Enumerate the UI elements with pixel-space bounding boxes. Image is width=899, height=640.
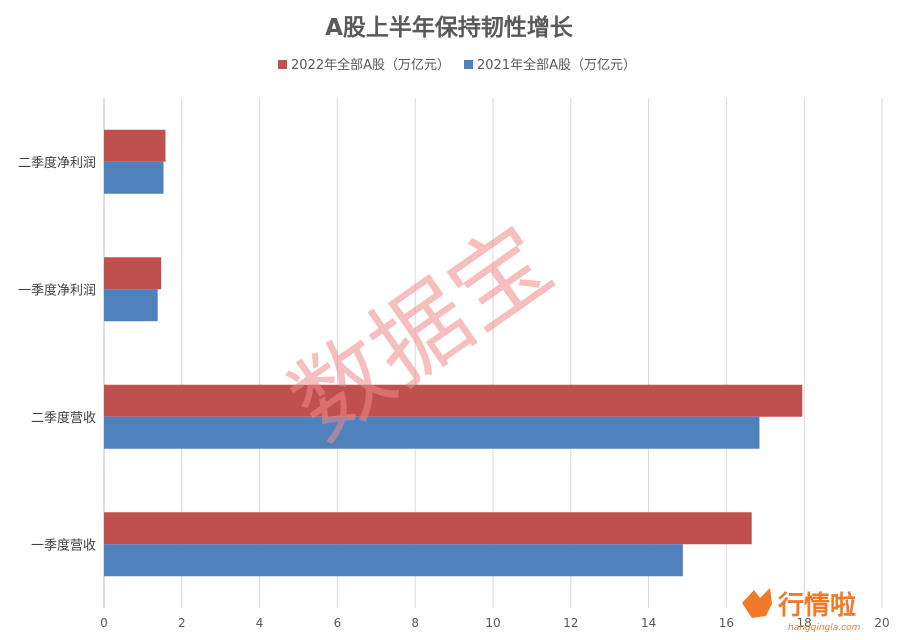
bar-2022-3 <box>104 512 752 545</box>
x-tick-label: 18 <box>797 616 812 630</box>
x-tick-label: 2 <box>178 616 186 630</box>
x-tick-label: 4 <box>256 616 264 630</box>
x-axis-tick-labels: 0 2 4 6 8 10 12 14 16 18 20 <box>100 616 889 630</box>
legend-swatch-2022 <box>278 60 287 69</box>
x-tick-label: 8 <box>411 616 419 630</box>
logo-subtext: hangqingla.com <box>788 623 861 633</box>
bar-2022-1 <box>104 257 162 290</box>
bar-2021-1 <box>104 289 158 322</box>
legend: 2022年全部A股（万亿元） 2021年全部A股（万亿元） <box>278 57 636 73</box>
logo: 行情啦 hangqingla.com <box>742 588 861 633</box>
legend-label-2021: 2021年全部A股（万亿元） <box>477 57 636 73</box>
gridlines <box>103 98 883 608</box>
category-label: 一季度净利润 <box>18 282 96 298</box>
bar-2021-2 <box>104 416 760 449</box>
x-tick-label: 14 <box>641 616 656 630</box>
bar-2021-0 <box>104 161 164 194</box>
x-tick-label: 0 <box>100 616 108 630</box>
bar-2022-0 <box>104 129 166 162</box>
x-tick-label: 12 <box>563 616 578 630</box>
bar-2021-3 <box>104 544 683 577</box>
category-label: 二季度营收 <box>31 410 96 426</box>
x-tick-label: 6 <box>334 616 342 630</box>
x-tick-label: 10 <box>485 616 500 630</box>
category-label: 一季度营收 <box>31 537 96 553</box>
legend-label-2022: 2022年全部A股（万亿元） <box>291 57 450 73</box>
x-tick-label: 16 <box>719 616 734 630</box>
logo-icon <box>742 588 772 618</box>
chart-title: A股上半年保持韧性增长 <box>325 14 574 41</box>
x-tick-label: 20 <box>874 616 889 630</box>
logo-text: 行情啦 <box>777 590 856 621</box>
bars <box>104 129 803 577</box>
legend-swatch-2021 <box>464 60 473 69</box>
bar-2022-2 <box>104 384 803 417</box>
category-label: 二季度净利润 <box>18 155 96 171</box>
